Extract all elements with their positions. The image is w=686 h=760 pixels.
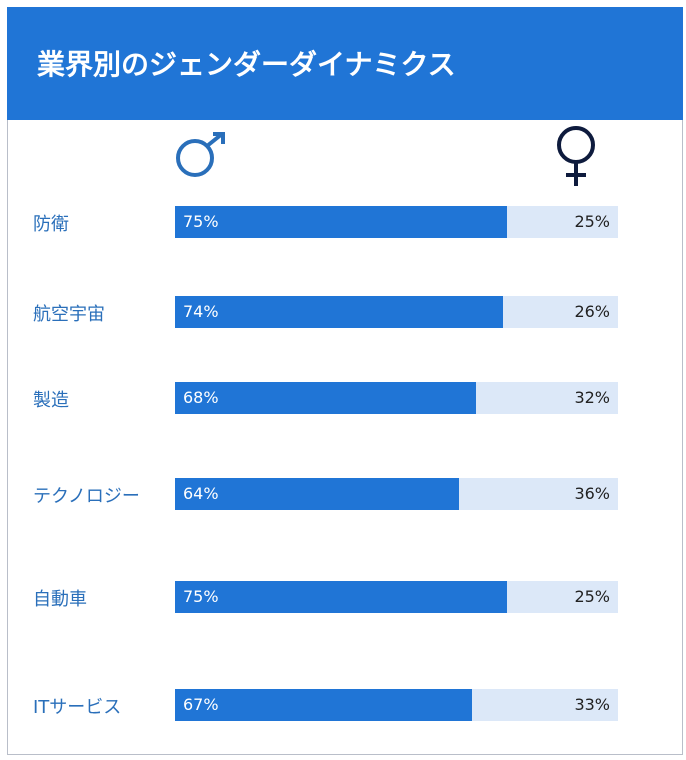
category-label: テクノロジー bbox=[33, 486, 140, 507]
page-title: 業界別のジェンダーダイナミクス bbox=[37, 48, 456, 81]
female-percent-label: 26% bbox=[574, 302, 610, 321]
male-percent-label: 64% bbox=[183, 484, 219, 503]
male-icon bbox=[176, 132, 225, 177]
female-bar: 64% 36% bbox=[175, 478, 618, 510]
male-percent-label: 67% bbox=[183, 695, 219, 714]
male-percent-label: 75% bbox=[183, 212, 219, 231]
male-percent-label: 75% bbox=[183, 587, 219, 606]
female-percent-label: 32% bbox=[574, 388, 610, 407]
female-percent-label: 33% bbox=[574, 695, 610, 714]
female-percent-label: 25% bbox=[574, 587, 610, 606]
female-percent-label: 36% bbox=[574, 484, 610, 503]
male-bar bbox=[175, 478, 459, 510]
female-bar: 67% 33% bbox=[175, 689, 618, 721]
female-bar: 74% 26% bbox=[175, 296, 618, 328]
male-bar bbox=[175, 689, 472, 721]
female-bar: 68% 32% bbox=[175, 382, 618, 414]
female-bar: 75% 25% bbox=[175, 206, 618, 238]
category-label: 製造 bbox=[33, 390, 69, 411]
male-bar bbox=[175, 382, 476, 414]
male-bar bbox=[175, 206, 507, 238]
category-label: 自動車 bbox=[33, 589, 87, 610]
female-bar: 75% 25% bbox=[175, 581, 618, 613]
male-percent-label: 74% bbox=[183, 302, 219, 321]
female-icon bbox=[557, 126, 595, 186]
chart-card bbox=[7, 7, 683, 755]
male-percent-label: 68% bbox=[183, 388, 219, 407]
female-percent-label: 25% bbox=[574, 212, 610, 231]
header-banner: 業界別のジェンダーダイナミクス bbox=[7, 7, 683, 120]
male-bar bbox=[175, 581, 507, 613]
category-label: 防衛 bbox=[33, 214, 69, 235]
male-bar bbox=[175, 296, 503, 328]
category-label: 航空宇宙 bbox=[33, 304, 105, 325]
category-label: ITサービス bbox=[33, 697, 122, 718]
